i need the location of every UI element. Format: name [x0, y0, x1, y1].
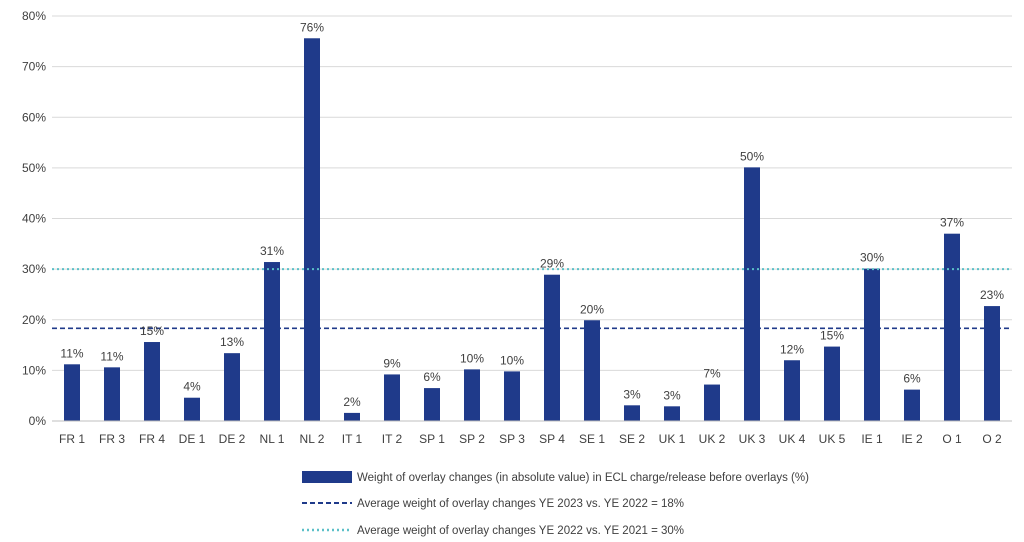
bar [64, 364, 80, 421]
bar [824, 346, 840, 421]
x-tick-label: FR 4 [139, 432, 165, 446]
bar [744, 167, 760, 421]
x-tick-label: DE 2 [219, 432, 246, 446]
y-tick-label: 70% [22, 60, 46, 74]
bar [584, 320, 600, 421]
data-label: 31% [260, 244, 284, 258]
data-label: 4% [183, 380, 201, 394]
x-tick-label: DE 1 [179, 432, 206, 446]
data-label: 3% [663, 388, 681, 402]
y-tick-label: 0% [29, 414, 47, 428]
x-tick-label: NL 2 [300, 432, 325, 446]
x-tick-label: UK 2 [699, 432, 726, 446]
x-tick-label: NL 1 [260, 432, 285, 446]
x-tick-label: UK 1 [659, 432, 686, 446]
bar [464, 369, 480, 421]
legend-label-dashed: Average weight of overlay changes YE 202… [357, 498, 684, 510]
data-label: 3% [623, 387, 641, 401]
x-tick-label: UK 4 [779, 432, 806, 446]
bar [504, 371, 520, 421]
data-label: 37% [940, 216, 964, 230]
bar [784, 360, 800, 421]
axes: 0% 10% 20% 30% 40% 50% 60% 70% 80% FR 1 FR 3 FR 4 DE… [22, 9, 1012, 446]
data-label: 15% [140, 324, 164, 338]
y-tick-label: 60% [22, 110, 46, 124]
x-tick-label: IE 1 [861, 432, 883, 446]
data-label: 13% [220, 335, 244, 349]
bar [704, 384, 720, 421]
bar [144, 342, 160, 421]
data-label: 6% [903, 372, 921, 386]
bar [104, 367, 120, 421]
bar [184, 397, 200, 421]
x-tick-label: SE 1 [579, 432, 605, 446]
x-tick-label: SP 2 [459, 432, 485, 446]
data-label: 2% [343, 395, 361, 409]
bars [64, 38, 1000, 422]
y-tick-label: 10% [22, 363, 46, 377]
data-label: 10% [460, 351, 484, 365]
data-label: 15% [820, 329, 844, 343]
y-tick-label: 50% [22, 161, 46, 175]
y-tick-label: 20% [22, 313, 46, 327]
x-tick-label: UK 3 [739, 432, 766, 446]
bar [424, 388, 440, 421]
bar [984, 306, 1000, 421]
data-label: 11% [60, 346, 83, 360]
x-tick-label: IT 1 [342, 432, 363, 446]
data-label: 11% [100, 349, 123, 363]
y-tick-label: 40% [22, 212, 46, 226]
bar [864, 268, 880, 421]
data-label: 6% [423, 370, 441, 384]
bar [304, 38, 320, 422]
data-label: 76% [300, 20, 324, 34]
x-tick-label: SP 3 [499, 432, 525, 446]
data-label: 20% [580, 302, 604, 316]
legend-label-dotted: Average weight of overlay changes YE 202… [357, 525, 684, 537]
x-tick-label: SP 1 [419, 432, 445, 446]
x-tick-label: IT 2 [382, 432, 403, 446]
bar [944, 233, 960, 421]
x-tick-label: SE 2 [619, 432, 645, 446]
bar [664, 406, 680, 421]
legend: Weight of overlay changes (in absolute v… [302, 471, 809, 537]
x-tick-label: O 2 [982, 432, 1002, 446]
x-tick-label: FR 1 [59, 432, 85, 446]
x-tick-label: O 1 [942, 432, 962, 446]
data-label: 23% [980, 288, 1004, 302]
data-label: 10% [500, 353, 524, 367]
bar [384, 374, 400, 421]
bar [624, 405, 640, 421]
bar [224, 353, 240, 421]
data-label: 50% [740, 149, 764, 163]
data-labels: 11% 11% 15% 4% 13% 31% 76% 2% 9% 6% 10% 10% 29% 20% 3%… [60, 20, 1004, 409]
x-tick-label: IE 2 [901, 432, 923, 446]
x-tick-label: UK 5 [819, 432, 846, 446]
data-label: 12% [780, 342, 804, 356]
data-label: 30% [860, 251, 884, 265]
bar [344, 412, 360, 421]
y-tick-label: 30% [22, 262, 46, 276]
x-tick-label: FR 3 [99, 432, 125, 446]
y-tick-label: 80% [22, 9, 46, 23]
reference-lines [52, 268, 1012, 330]
bar [544, 274, 560, 421]
data-label: 9% [383, 356, 401, 370]
bar [264, 262, 280, 421]
x-tick-label: SP 4 [539, 432, 565, 446]
legend-label-bar: Weight of overlay changes (in absolute v… [357, 472, 809, 484]
bar [904, 389, 920, 421]
legend-swatch-bar [302, 471, 352, 483]
data-label: 29% [540, 257, 564, 271]
data-label: 7% [703, 367, 721, 381]
